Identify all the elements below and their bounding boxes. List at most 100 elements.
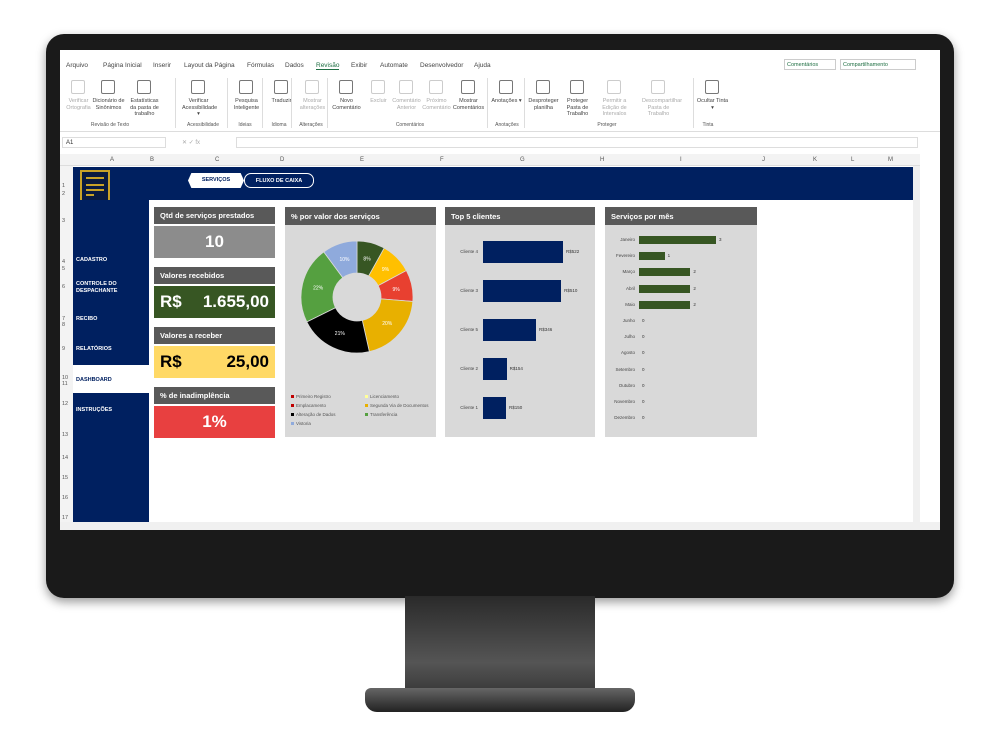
column-header[interactable]: K xyxy=(813,157,818,163)
column-header[interactable]: F xyxy=(440,157,444,163)
row-header[interactable]: 10 xyxy=(62,375,69,381)
legend-swatch xyxy=(365,395,368,399)
row-header[interactable]: 11 xyxy=(62,381,68,387)
ribbon-button[interactable]: Mostrar alterações xyxy=(299,98,326,111)
row-header[interactable]: 17 xyxy=(62,515,69,521)
ribbon-button[interactable]: Excluir xyxy=(370,98,387,104)
kpi-value: 25,00 xyxy=(226,352,269,371)
ribbon-button-icon xyxy=(71,80,85,94)
column-header[interactable]: J xyxy=(762,157,765,163)
tab-arquivo[interactable]: Arquivo xyxy=(66,62,89,69)
tab-layout-da-página[interactable]: Layout da Página xyxy=(184,62,235,69)
ribbon-button[interactable]: Verificar Acessibilidade ▾ xyxy=(182,98,218,117)
row-header[interactable]: 2 xyxy=(62,191,66,197)
ribbon-button[interactable]: Desproteger planilha xyxy=(528,98,559,111)
column-header[interactable]: E xyxy=(360,157,365,163)
ribbon-button-icon xyxy=(570,80,584,94)
tab-fórmulas[interactable]: Fórmulas xyxy=(247,62,275,69)
legend-item: Alteração de Dados xyxy=(291,412,336,417)
ribbon-group-label: Comentários xyxy=(395,122,425,128)
bar xyxy=(639,268,691,277)
row-header[interactable]: 5 xyxy=(62,266,66,272)
tab-página-inicial[interactable]: Página Inicial xyxy=(103,62,142,69)
tab-servicos[interactable]: SERVIÇOS xyxy=(188,173,244,188)
tab-dados[interactable]: Dados xyxy=(285,62,304,69)
ribbon-separator xyxy=(693,78,694,128)
currency-prefix: R$ xyxy=(160,352,182,371)
ribbon-button[interactable]: Proteger Pasta de Trabalho xyxy=(566,98,589,117)
tab-inserir[interactable]: Inserir xyxy=(153,62,172,69)
row-header[interactable]: 3 xyxy=(62,218,66,224)
row-header[interactable]: 14 xyxy=(62,455,69,461)
column-header[interactable]: C xyxy=(215,157,220,163)
sidebar-item-instrucoes[interactable]: INSTRUÇÕES xyxy=(76,407,113,413)
sidebar-item-controle[interactable]: CONTROLE DO DESPACHANTE xyxy=(76,281,118,294)
ribbon-separator xyxy=(327,78,328,128)
column-header[interactable]: B xyxy=(150,157,155,163)
tab-desenvolvedor[interactable]: Desenvolvedor xyxy=(420,62,464,69)
comments-button[interactable]: Comentários xyxy=(784,59,836,70)
row-header[interactable]: 12 xyxy=(62,401,69,407)
bar-value-label: 0 xyxy=(642,399,645,404)
row-header[interactable]: 4 xyxy=(62,259,66,265)
column-header[interactable]: G xyxy=(520,157,525,163)
ribbon-group-label: Alterações xyxy=(299,122,323,128)
row-header[interactable]: 15 xyxy=(62,475,69,481)
sidebar-item-recibo[interactable]: RECIBO xyxy=(76,316,98,322)
ribbon-button[interactable]: Comentário Anterior xyxy=(392,98,421,111)
row-header[interactable]: 8 xyxy=(62,322,66,328)
category-label: Julho xyxy=(624,334,635,340)
tab-revisão[interactable]: Revisão xyxy=(316,62,340,70)
row-header[interactable]: 13 xyxy=(62,432,69,438)
vertical-scrollbar[interactable] xyxy=(913,166,920,522)
ribbon-button[interactable]: Mostrar Comentários xyxy=(452,98,485,111)
ribbon-group-label: Proteger xyxy=(597,122,617,128)
legend-label: Primeiro Registro xyxy=(296,394,331,399)
bar xyxy=(483,319,537,341)
tab-exibir[interactable]: Exibir xyxy=(351,62,368,69)
monitor-base xyxy=(365,688,635,712)
row-header[interactable]: 7 xyxy=(62,316,66,322)
slice-label: 20% xyxy=(382,321,393,327)
ribbon-button[interactable]: Descompartilhar Pasta de Trabalho xyxy=(642,98,683,117)
ribbon-button[interactable]: Estatísticas da pasta de trabalho xyxy=(130,98,159,117)
ribbon-button[interactable]: Verificar Ortografia xyxy=(66,98,91,111)
legend-swatch xyxy=(291,395,294,399)
ribbon-button[interactable]: Pesquisa Inteligente xyxy=(233,98,260,111)
column-header[interactable]: I xyxy=(680,157,682,163)
share-button[interactable]: Compartilhamento xyxy=(840,59,916,70)
column-header[interactable]: H xyxy=(600,157,605,163)
ribbon-button[interactable]: Dicionário de Sinônimos xyxy=(92,98,125,111)
bar-value-label: 2 xyxy=(693,269,696,275)
sidebar-item-cadastro[interactable]: CADASTRO xyxy=(76,257,108,263)
ribbon-separator xyxy=(227,78,228,128)
tab-automate[interactable]: Automate xyxy=(380,62,408,69)
row-header[interactable]: 6 xyxy=(62,284,66,290)
name-box[interactable]: A1 xyxy=(62,137,166,148)
bar xyxy=(639,284,691,293)
row-header[interactable]: 9 xyxy=(62,346,66,352)
tab-fluxo-de-caixa[interactable]: FLUXO DE CAIXA xyxy=(244,173,314,188)
ribbon-separator xyxy=(291,78,292,128)
kpi-value: 1.655,00 xyxy=(202,292,269,311)
sidebar-item-relatorios[interactable]: RELATÓRIOS xyxy=(76,346,112,352)
ribbon-button[interactable]: Anotações ▾ xyxy=(491,98,522,104)
tab-ajuda[interactable]: Ajuda xyxy=(474,62,491,69)
column-header[interactable]: M xyxy=(888,157,893,163)
ribbon-group-label: Idioma xyxy=(271,122,287,128)
category-label: Cliente 1 xyxy=(460,405,478,410)
row-header[interactable]: 16 xyxy=(62,495,69,501)
sidebar-item-dashboard[interactable]: DASHBOARD xyxy=(76,377,112,383)
ribbon-button[interactable]: Novo Comentário xyxy=(332,98,361,111)
ribbon-button[interactable]: Próximo Comentário xyxy=(422,98,451,111)
ribbon-button[interactable]: Traduzir xyxy=(271,98,292,104)
formula-input[interactable] xyxy=(236,137,918,148)
formula-buttons[interactable]: ✕ ✓ fx xyxy=(182,140,201,146)
column-header[interactable]: L xyxy=(851,157,855,163)
ribbon-button[interactable]: Permitir a Edição de Intervalos xyxy=(602,98,627,117)
ribbon-button[interactable]: Ocultar Tinta ▾ xyxy=(696,98,729,111)
column-header[interactable]: D xyxy=(280,157,285,163)
ribbon-separator xyxy=(487,78,488,128)
column-header[interactable]: A xyxy=(110,157,115,163)
row-header[interactable]: 1 xyxy=(62,183,66,189)
